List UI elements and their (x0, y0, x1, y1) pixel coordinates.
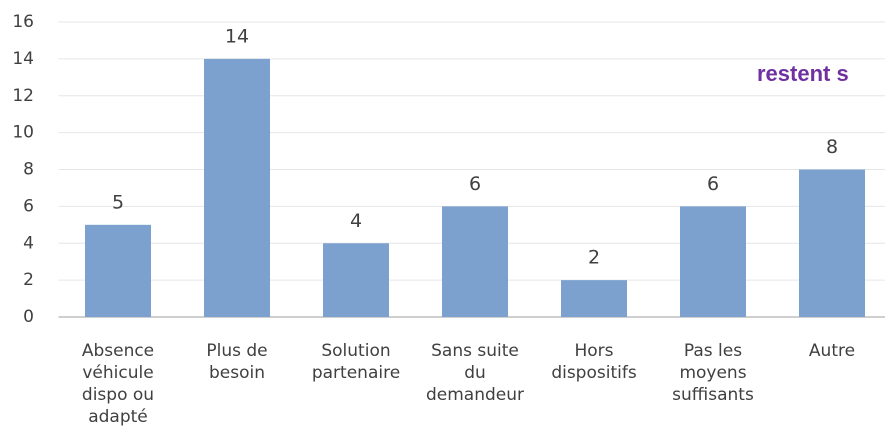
x-tick-label: demandeur (426, 385, 524, 405)
x-tick-label: Plus de (206, 341, 267, 361)
bar (799, 169, 865, 317)
x-tick-label: partenaire (312, 363, 400, 383)
bar (323, 243, 389, 317)
bar (85, 224, 151, 317)
x-tick-label: moyens (679, 363, 746, 383)
y-tick-label: 6 (23, 196, 34, 216)
y-tick-label: 16 (12, 12, 34, 32)
x-tick-label: suffisants (672, 385, 754, 405)
x-tick-label: Absence (82, 341, 154, 361)
x-tick-label: dispositifs (551, 363, 637, 383)
y-tick-label: 14 (12, 49, 34, 69)
bar (442, 206, 508, 317)
x-tick-label: Sans suite (431, 341, 519, 361)
value-label: 6 (707, 173, 719, 195)
x-tick-label: dispo ou (82, 385, 154, 405)
value-label: 4 (350, 210, 362, 232)
value-label: 6 (469, 173, 481, 195)
y-tick-label: 0 (23, 307, 34, 327)
y-tick-label: 8 (23, 160, 34, 180)
x-tick-label: véhicule (82, 363, 153, 383)
x-tick-label: besoin (209, 363, 265, 383)
bar (204, 58, 270, 317)
x-tick-label: adapté (88, 407, 148, 427)
value-label: 14 (225, 25, 249, 47)
bar (561, 280, 627, 317)
x-tick-label: du (464, 363, 486, 383)
x-tick-label: Autre (809, 341, 855, 361)
annotation: restent s (757, 61, 849, 86)
x-tick-label: Hors (574, 341, 613, 361)
value-label: 2 (588, 247, 600, 269)
y-tick-label: 10 (12, 123, 34, 143)
y-tick-label: 12 (12, 86, 34, 106)
y-tick-label: 4 (23, 233, 34, 253)
x-tick-label: Solution (321, 341, 390, 361)
x-tick-label: Pas les (684, 341, 742, 361)
value-label: 8 (826, 136, 838, 158)
value-label: 5 (112, 191, 124, 213)
y-tick-label: 2 (23, 270, 34, 290)
bar (680, 206, 746, 317)
